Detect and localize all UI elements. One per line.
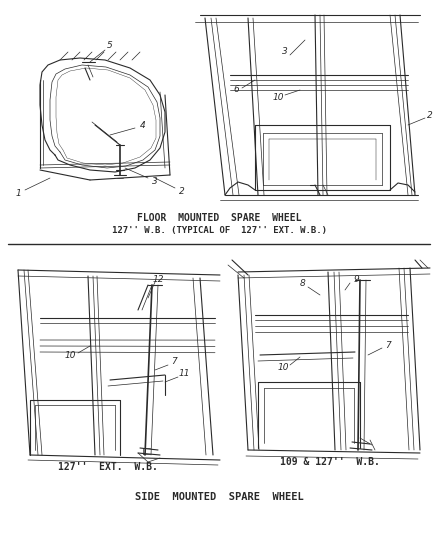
- Text: SIDE  MOUNTED  SPARE  WHEEL: SIDE MOUNTED SPARE WHEEL: [134, 492, 304, 502]
- Text: 3: 3: [282, 47, 288, 56]
- Text: 8: 8: [300, 279, 306, 288]
- Text: 10: 10: [277, 364, 289, 373]
- Text: 127'' W.B. (TYPICAL OF  127'' EXT. W.B.): 127'' W.B. (TYPICAL OF 127'' EXT. W.B.): [112, 225, 326, 235]
- Text: 11: 11: [178, 369, 190, 378]
- Text: 3: 3: [152, 176, 158, 185]
- Text: 1: 1: [15, 189, 21, 198]
- Text: 10: 10: [64, 351, 76, 360]
- Text: 2: 2: [179, 187, 185, 196]
- Text: 6: 6: [233, 85, 239, 94]
- Text: 7: 7: [171, 358, 177, 367]
- Text: 2: 2: [427, 110, 433, 119]
- Text: 9: 9: [353, 276, 359, 285]
- Text: 127''  EXT.  W.B.: 127'' EXT. W.B.: [58, 462, 158, 472]
- Text: 7: 7: [385, 341, 391, 350]
- Text: 5: 5: [107, 42, 113, 51]
- Text: 109 & 127''  W.B.: 109 & 127'' W.B.: [280, 457, 380, 467]
- Text: 10: 10: [272, 93, 284, 101]
- Text: FLOOR  MOUNTED  SPARE  WHEEL: FLOOR MOUNTED SPARE WHEEL: [137, 213, 301, 223]
- Text: 12: 12: [152, 274, 164, 284]
- Text: 4: 4: [140, 122, 146, 131]
